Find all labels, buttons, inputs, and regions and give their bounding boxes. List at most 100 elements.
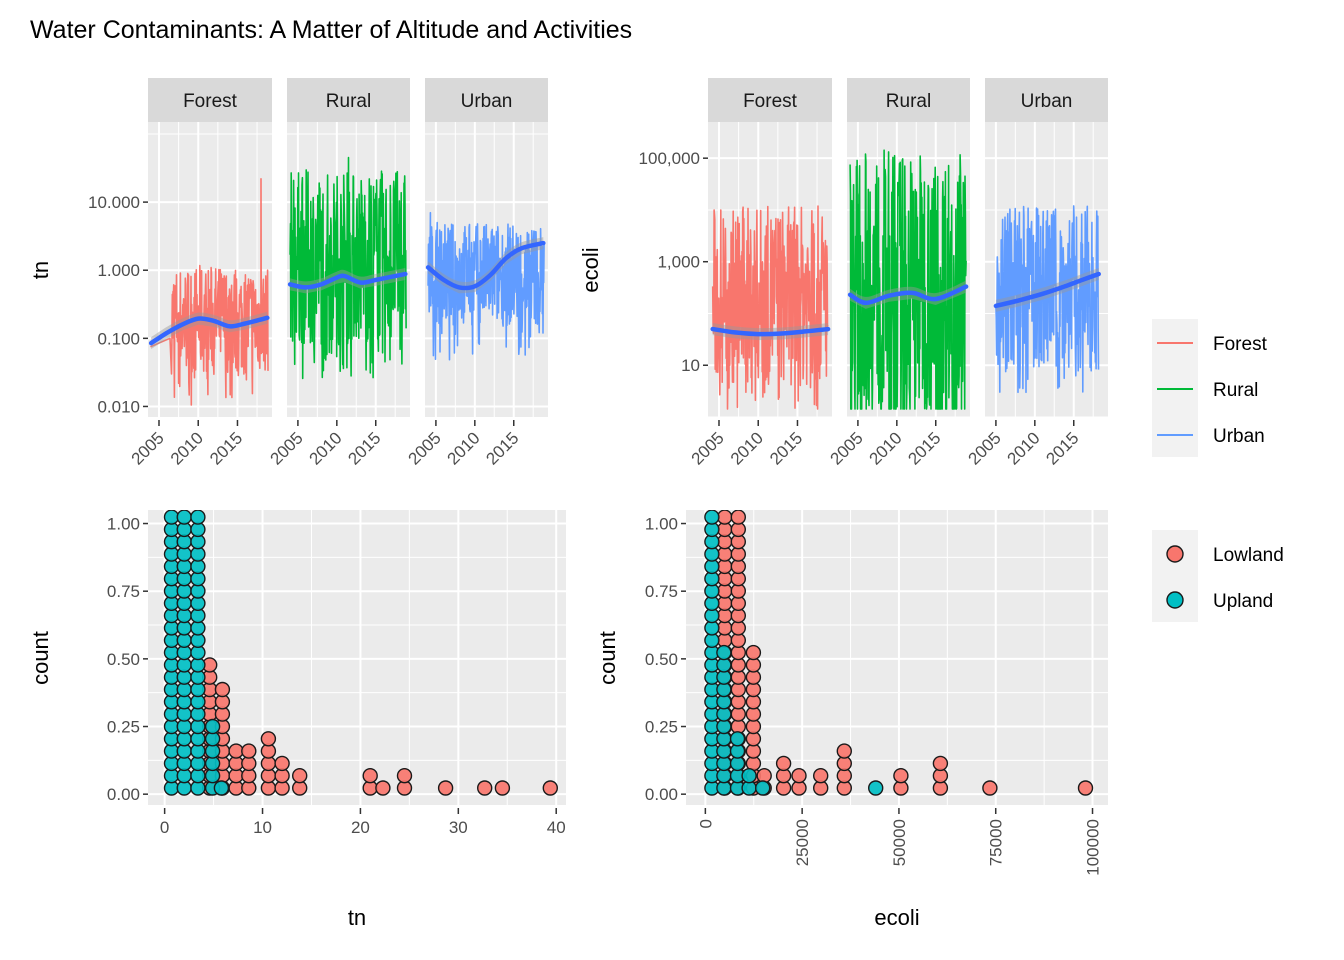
dot-upland — [868, 780, 884, 796]
dot-lowland — [1077, 780, 1094, 796]
legend-point-key-lowland — [1166, 545, 1184, 563]
dot-upland — [176, 510, 192, 525]
dot-lowland — [437, 780, 454, 796]
x-tick-label: 2010 — [865, 428, 905, 468]
dot-upland — [204, 718, 221, 735]
x-tick-label: 2010 — [167, 428, 207, 468]
facet-strip-label: Forest — [183, 91, 238, 112]
dot-lowland — [932, 755, 949, 772]
y-axis-label: count — [28, 631, 53, 685]
smooth-trend-line — [425, 240, 546, 291]
facet-strip — [708, 78, 832, 122]
raw-series-line-urban — [995, 205, 1100, 394]
x-tick-label: 100000 — [1084, 819, 1103, 876]
legend-label: Forest — [1213, 334, 1268, 355]
dot-upland — [729, 731, 746, 747]
legend-label: Rural — [1213, 380, 1258, 401]
legend-label: Urban — [1213, 426, 1265, 447]
y-tick-label: 100,000 — [639, 149, 700, 168]
dots-layer — [704, 510, 1094, 796]
smooth-confidence-ribbon — [712, 323, 829, 341]
dot-lowland — [745, 644, 762, 661]
x-tick-label: 2005 — [405, 428, 445, 468]
smooth-trend-line — [847, 284, 969, 306]
y-tick-label: 0.00 — [107, 785, 140, 804]
dot-lowland — [292, 768, 308, 784]
dot-lowland — [982, 780, 998, 796]
y-tick-label: 1.00 — [645, 515, 678, 534]
x-tick-label: 2010 — [1003, 428, 1043, 468]
x-tick-label: 30 — [449, 818, 468, 837]
y-tick-label: 0.25 — [107, 718, 140, 737]
x-tick-label: 2015 — [206, 428, 246, 468]
x-tick-label: 40 — [547, 818, 566, 837]
dot-lowland — [775, 755, 792, 772]
facet-strip — [287, 78, 410, 122]
x-tick-label: 75000 — [987, 819, 1006, 866]
dot-upland — [741, 768, 757, 784]
facet-strip — [148, 78, 272, 122]
dot-lowland — [836, 743, 852, 759]
dot-upland — [190, 510, 206, 525]
facet-strip-label: Urban — [1021, 91, 1073, 112]
dot-upland — [755, 780, 771, 796]
smooth-confidence-ribbon — [151, 311, 268, 350]
x-tick-label: 2015 — [766, 428, 806, 468]
facet-strip — [985, 78, 1108, 122]
x-tick-label: 2015 — [482, 428, 522, 468]
x-tick-label: 2005 — [688, 428, 728, 468]
dot-lowland — [893, 768, 909, 784]
x-tick-label: 0 — [696, 819, 715, 828]
y-tick-label: 0.75 — [107, 582, 140, 601]
dot-upland — [716, 644, 732, 661]
y-tick-label: 0.010 — [97, 397, 140, 416]
smooth-trend-line — [287, 271, 408, 290]
x-tick-label: 2005 — [267, 428, 307, 468]
y-axis-label: ecoli — [578, 247, 603, 292]
facet-strip-label: Rural — [886, 91, 931, 112]
y-tick-label: 1.00 — [107, 515, 140, 534]
raw-series-line-rural — [289, 156, 407, 380]
facet-strip — [425, 78, 548, 122]
legend: Forest Rural Urban Lowland Upland — [1152, 319, 1284, 622]
facet-strip-label: Rural — [326, 91, 371, 112]
dot-lowland — [260, 731, 277, 747]
figure-title: Water Contaminants: A Matter of Altitude… — [30, 16, 632, 44]
raw-series-line-forest — [711, 205, 829, 410]
x-axis-label: ecoli — [874, 905, 919, 930]
dot-lowland — [791, 768, 807, 784]
dot-lowland — [375, 780, 391, 796]
y-axis-label: tn — [28, 261, 53, 279]
y-tick-label: 0.50 — [645, 650, 678, 669]
dot-lowland — [274, 755, 290, 772]
y-tick-label: 0.75 — [645, 582, 678, 601]
y-tick-label: 0.100 — [97, 329, 140, 348]
legend-label: Lowland — [1213, 545, 1284, 566]
x-tick-label: 2010 — [727, 428, 767, 468]
dot-lowland — [813, 768, 829, 784]
x-tick-label: 2005 — [827, 428, 867, 468]
facet-forest: Forest 2005 2010 2015 — [688, 78, 832, 469]
x-tick-label: 25000 — [793, 819, 812, 866]
legend-point-key-upland — [1166, 591, 1184, 609]
dot-lowland — [228, 743, 244, 759]
tn-dotplot-panel: 0.00 0.25 0.50 0.75 1.00 0 10 20 30 40 tn count — [28, 510, 566, 930]
facet-strip-label: Urban — [461, 91, 513, 112]
dot-lowland — [477, 780, 493, 796]
dot-lowland — [241, 743, 257, 759]
y-tick-label: 0.50 — [107, 650, 140, 669]
smooth-trend-line — [710, 326, 831, 337]
ecoli-dotplot-panel: 0.00 0.25 0.50 0.75 1.00 0 25000 50000 75000 1000… — [595, 510, 1108, 930]
y-tick-label: 0.25 — [645, 718, 678, 737]
y-axis-label: count — [595, 631, 620, 685]
dot-upland — [163, 510, 180, 525]
dot-lowland — [542, 780, 558, 796]
y-tick-label: 1.000 — [97, 261, 140, 280]
facet-strip-label: Forest — [743, 91, 798, 112]
x-tick-label: 2015 — [904, 428, 944, 468]
